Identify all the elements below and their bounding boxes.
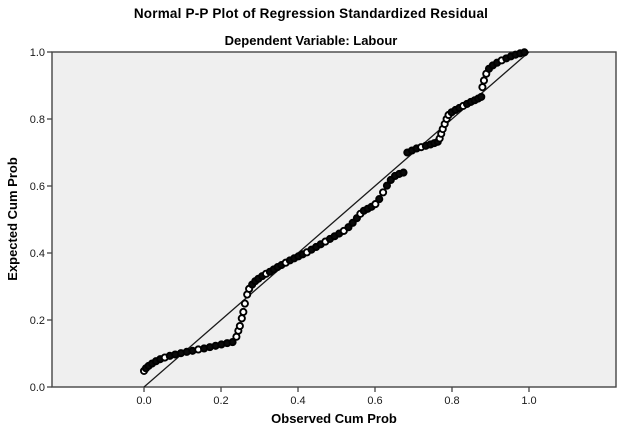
x-tick-label: 0.2 xyxy=(213,395,228,407)
data-point xyxy=(477,92,486,101)
data-point xyxy=(371,200,380,209)
data-point xyxy=(478,83,487,92)
data-point xyxy=(228,338,237,347)
y-tick-label: 0.4 xyxy=(30,248,45,260)
data-point xyxy=(520,48,529,57)
data-point xyxy=(239,307,248,317)
data-point xyxy=(379,188,388,197)
y-tick-label: 0.6 xyxy=(30,181,45,193)
x-tick-label: 0.0 xyxy=(136,395,151,407)
x-tick-label: 0.6 xyxy=(367,395,382,407)
chart-subtitle: Dependent Variable: Labour xyxy=(224,33,398,48)
x-tick-label: 0.4 xyxy=(290,395,305,407)
data-point xyxy=(399,168,408,177)
x-tick-label: 0.8 xyxy=(444,395,459,407)
y-tick-label: 1.0 xyxy=(30,47,45,59)
data-point xyxy=(479,76,489,85)
plot-area xyxy=(51,51,617,388)
y-tick-label: 0.0 xyxy=(30,382,45,394)
data-point xyxy=(240,299,249,308)
data-point xyxy=(382,181,391,190)
y-tick-label: 0.2 xyxy=(30,315,45,327)
x-axis-title: Observed Cum Prob xyxy=(271,411,397,426)
data-point xyxy=(375,195,384,204)
y-tick-label: 0.8 xyxy=(30,114,45,126)
data-point xyxy=(235,321,244,331)
data-point xyxy=(237,314,246,323)
x-tick-label: 1.0 xyxy=(521,395,536,407)
data-point xyxy=(348,218,357,227)
chart-title: Normal P-P Plot of Regression Standardiz… xyxy=(133,6,489,21)
